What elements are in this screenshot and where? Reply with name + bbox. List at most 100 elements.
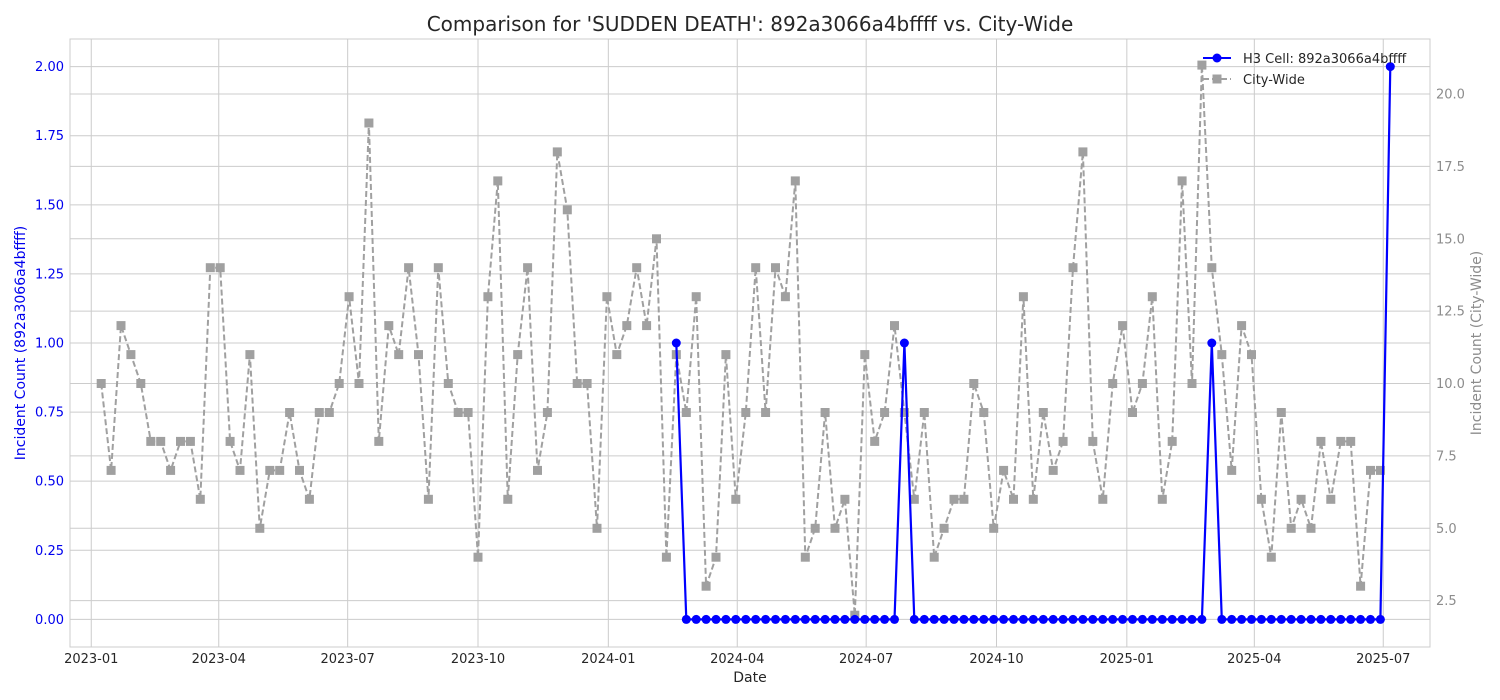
- h3-cell-point: [1068, 614, 1078, 624]
- h3-cell-point: [1336, 614, 1346, 624]
- city-wide-point: [225, 436, 235, 446]
- h3-cell-point: [761, 614, 771, 624]
- city-wide-point: [523, 263, 533, 273]
- city-wide-point: [1118, 321, 1128, 331]
- city-wide-point: [949, 494, 959, 504]
- x-axis-ticks: 2023-01 2023-04 2023-07 2023-10 2024-01 2024-…: [64, 652, 1410, 667]
- city-wide-point: [285, 408, 295, 417]
- legend-item-city-wide: City-Wide: [1203, 73, 1305, 88]
- city-wide-point: [939, 523, 949, 533]
- x-tick-label: 2024-10: [969, 652, 1023, 667]
- city-wide-point: [295, 465, 304, 475]
- city-wide-point: [919, 408, 929, 417]
- city-wide-point: [275, 465, 285, 475]
- city-wide-point: [1137, 379, 1147, 388]
- h3-cell-point: [969, 614, 979, 624]
- city-wide-point: [265, 465, 275, 475]
- city-wide-point: [1356, 581, 1366, 591]
- city-wide-point: [959, 494, 969, 504]
- city-wide-point: [542, 408, 552, 417]
- x-tick-label: 2025-01: [1100, 652, 1154, 667]
- x-tick-label: 2023-07: [321, 652, 375, 667]
- h3-cell-point: [999, 614, 1009, 624]
- legend-label-city-wide: City-Wide: [1243, 73, 1305, 88]
- city-wide-point: [1316, 436, 1326, 446]
- city-wide-point: [364, 118, 374, 128]
- h3-cell-point: [1375, 614, 1385, 624]
- h3-cell-point: [850, 614, 860, 624]
- city-wide-point: [860, 350, 870, 360]
- h3-cell-point: [1009, 614, 1018, 624]
- y-right-tick-label: 5.0: [1436, 522, 1457, 537]
- h3-cell-point: [989, 614, 999, 624]
- city-wide-point: [156, 436, 166, 446]
- h3-cell-point: [741, 614, 751, 624]
- h3-cell-point: [1177, 614, 1187, 624]
- h3-cell-point: [1296, 614, 1306, 624]
- h3-cell-point: [959, 614, 969, 624]
- x-axis-label: Date: [733, 670, 766, 686]
- plot-area-frame: [69, 38, 1431, 648]
- x-tick-label: 2023-01: [64, 652, 118, 667]
- h3-cell-point: [929, 614, 939, 624]
- city-wide-point: [176, 436, 185, 446]
- h3-cell-point: [721, 614, 731, 624]
- h3-cell-point: [1217, 614, 1227, 624]
- city-wide-point: [463, 408, 473, 417]
- legend: H3 Cell: 892a3066a4bffff City-Wide: [1203, 52, 1407, 88]
- city-wide-point: [681, 408, 691, 417]
- city-wide-point: [840, 494, 850, 504]
- city-wide-point: [354, 379, 364, 388]
- y-right-tick-label: 17.5: [1436, 160, 1465, 175]
- city-wide-point: [136, 379, 146, 388]
- city-wide-point: [304, 494, 314, 504]
- y-right-tick-label: 20.0: [1436, 88, 1465, 103]
- city-wide-point: [1326, 494, 1336, 504]
- city-wide-point: [1147, 292, 1157, 302]
- h3-cell-point: [1197, 614, 1207, 624]
- h3-cell-point: [1326, 614, 1336, 624]
- h3-cell-point: [860, 614, 870, 624]
- city-wide-point: [166, 465, 176, 475]
- city-wide-point: [1128, 408, 1137, 417]
- h3-cell-point: [790, 614, 800, 624]
- city-wide-point: [632, 263, 642, 273]
- city-wide-point: [929, 552, 939, 562]
- h3-cell-point: [1286, 614, 1296, 624]
- city-wide-point: [880, 408, 890, 417]
- h3-cell-point: [1098, 614, 1108, 624]
- city-wide-point: [503, 494, 513, 504]
- city-wide-point: [582, 379, 592, 388]
- city-wide-point: [1266, 552, 1276, 562]
- city-wide-point: [235, 465, 245, 475]
- city-wide-point: [820, 408, 830, 417]
- h3-cell-point: [1346, 614, 1356, 624]
- h3-cell-point: [870, 614, 880, 624]
- x-tick-label: 2024-04: [710, 652, 764, 667]
- city-wide-point: [612, 350, 622, 360]
- legend-label-h3-cell: H3 Cell: 892a3066a4bffff: [1243, 52, 1407, 67]
- h3-cell-point: [780, 614, 790, 624]
- y-right-tick-label: 15.0: [1436, 232, 1465, 247]
- city-wide-point: [1247, 350, 1256, 360]
- city-wide-point: [909, 494, 919, 504]
- city-wide-point: [483, 292, 493, 302]
- h3-cell-point: [1078, 614, 1088, 624]
- city-wide-point: [1028, 494, 1038, 504]
- h3-cell-point: [1157, 614, 1167, 624]
- city-wide-point: [1207, 263, 1217, 273]
- h3-cell-point: [681, 614, 691, 624]
- city-wide-point: [751, 263, 761, 273]
- city-wide-point: [790, 176, 800, 186]
- city-wide-point: [1068, 263, 1078, 273]
- x-tick-label: 2025-04: [1227, 652, 1281, 667]
- city-wide-point: [1366, 465, 1375, 475]
- city-wide-point: [513, 350, 523, 360]
- city-wide-point: [215, 263, 225, 273]
- y-left-tick-label: 1.50: [35, 198, 64, 213]
- h3-cell-point: [810, 614, 820, 624]
- h3-cell-point: [1048, 614, 1058, 624]
- h3-cell-point: [830, 614, 840, 624]
- h3-cell-point: [1088, 614, 1098, 624]
